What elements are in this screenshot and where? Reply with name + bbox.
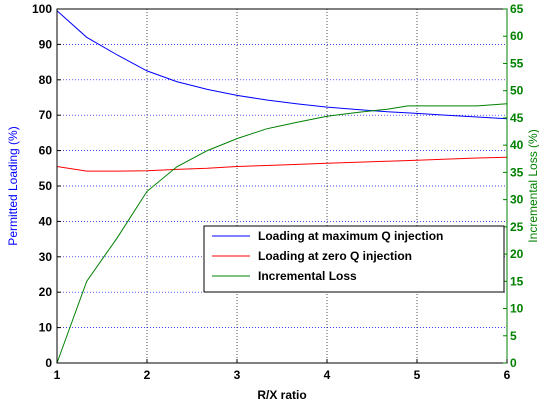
- right-tick-label: 0: [510, 356, 517, 370]
- left-tick-label: 100: [32, 2, 52, 16]
- right-tick-label: 30: [510, 193, 524, 207]
- x-tick-label: 4: [324, 368, 331, 382]
- series-layer: [56, 10, 508, 364]
- legend-label-incremental-loss: Incremental Loss: [258, 269, 357, 283]
- right-axis-ticks: 0 5 10 15 20 25 30 35 40 45 50 55 60 65: [503, 2, 524, 370]
- left-tick-label: 60: [39, 144, 53, 158]
- left-tick-label: 50: [39, 179, 53, 193]
- left-tick-label: 30: [39, 250, 53, 264]
- right-tick-label: 60: [510, 29, 524, 43]
- right-tick-label: 15: [510, 274, 524, 288]
- right-tick-label: 55: [510, 56, 524, 70]
- left-tick-label: 80: [39, 73, 53, 87]
- left-tick-label: 40: [39, 214, 53, 228]
- x-tick-label: 5: [414, 368, 421, 382]
- right-tick-label: 65: [510, 2, 524, 16]
- x-axis-label: R/X ratio: [257, 388, 306, 402]
- legend-label-max-q: Loading at maximum Q injection: [258, 229, 443, 243]
- right-tick-label: 50: [510, 84, 524, 98]
- x-tick-label: 6: [504, 368, 511, 382]
- right-tick-label: 40: [510, 138, 524, 152]
- x-tick-label: 2: [144, 368, 151, 382]
- series-line-0: [56, 10, 508, 120]
- right-tick-label: 25: [510, 220, 524, 234]
- legend: Loading at maximum Q injection Loading a…: [203, 225, 505, 293]
- legend-box: [203, 225, 505, 293]
- left-tick-label: 0: [45, 356, 52, 370]
- grid-lines: [57, 9, 507, 363]
- right-tick-label: 35: [510, 165, 524, 179]
- y-axis-label-right: Incremental Loss (%): [526, 129, 539, 242]
- left-axis-ticks: 0 10 20 30 40 50 60 70 80 90 100: [32, 2, 61, 370]
- right-tick-label: 20: [510, 247, 524, 261]
- legend-label-zero-q: Loading at zero Q injection: [258, 249, 412, 263]
- left-tick-label: 70: [39, 108, 53, 122]
- x-tick-label: 1: [54, 368, 61, 382]
- y-axis-label-left: Permitted Loading (%): [6, 126, 20, 245]
- right-tick-label: 10: [510, 302, 524, 316]
- left-tick-label: 20: [39, 285, 53, 299]
- right-tick-label: 5: [510, 329, 517, 343]
- x-axis-ticks: 1 2 3 4 5 6: [54, 359, 511, 382]
- x-tick-label: 3: [234, 368, 241, 382]
- left-tick-label: 10: [39, 321, 53, 335]
- series-line-1: [56, 156, 508, 172]
- right-tick-label: 45: [510, 111, 524, 125]
- series-line-2: [56, 103, 508, 364]
- left-tick-label: 90: [39, 37, 53, 51]
